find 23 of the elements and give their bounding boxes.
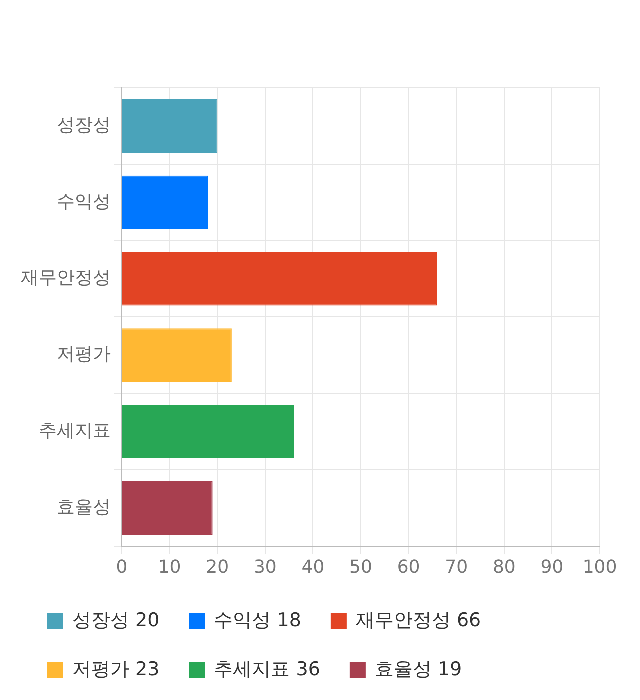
x-tick-label: 80 bbox=[492, 556, 516, 578]
x-tick-label: 0 bbox=[116, 556, 128, 578]
x-tick-label: 30 bbox=[254, 556, 277, 578]
legend-label: 수익성 18 bbox=[214, 609, 302, 632]
x-tick-label: 10 bbox=[158, 556, 182, 578]
x-tick-label: 60 bbox=[397, 556, 420, 578]
y-tick-label: 재무안정성 bbox=[21, 268, 111, 289]
y-tick-label: 저평가 bbox=[57, 344, 111, 366]
x-tick-label: 100 bbox=[582, 556, 618, 578]
legend-label: 추세지표 36 bbox=[214, 658, 320, 680]
x-tick-label: 20 bbox=[206, 556, 230, 578]
legend-label: 재무안정성 66 bbox=[356, 609, 482, 632]
legend-label: 저평가 23 bbox=[72, 658, 160, 680]
y-tick-label: 추세지표 bbox=[39, 420, 111, 442]
y-tick-label: 성장성 bbox=[57, 114, 111, 136]
x-tick-label: 90 bbox=[540, 556, 564, 578]
x-tick-label: 70 bbox=[445, 556, 468, 578]
x-tick-label: 50 bbox=[350, 556, 372, 578]
y-tick-label: 수익성 bbox=[57, 191, 111, 212]
x-tick-label: 40 bbox=[302, 556, 325, 578]
legend-label: 성장성 20 bbox=[72, 609, 160, 632]
legend-label: 효율성 19 bbox=[374, 658, 462, 680]
y-tick-label: 효율성 bbox=[57, 496, 111, 518]
